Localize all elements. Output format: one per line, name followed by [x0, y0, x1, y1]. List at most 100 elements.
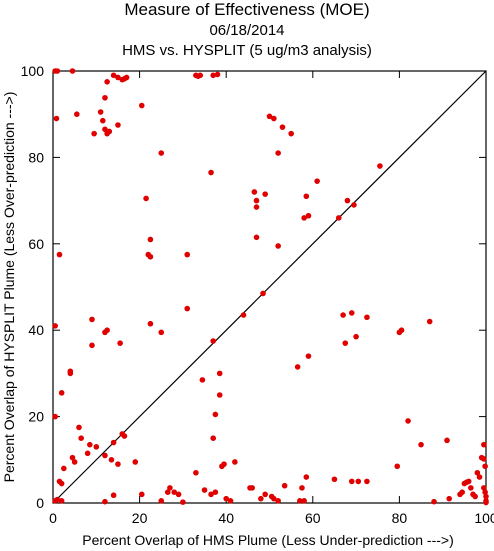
data-point	[54, 68, 61, 74]
data-point	[208, 169, 214, 176]
data-point	[138, 491, 145, 498]
data-point	[74, 111, 80, 117]
data-point	[97, 109, 104, 115]
data-point	[102, 498, 108, 505]
x-tick-label: 100	[474, 510, 494, 526]
data-point	[301, 498, 307, 504]
data-point	[275, 150, 281, 156]
data-point	[67, 370, 74, 377]
data-point	[405, 418, 411, 424]
data-point	[253, 197, 260, 204]
data-point	[210, 72, 217, 79]
data-point	[58, 390, 65, 396]
tick-labels: 0 20 40 60 80 100 0 20 40 60 80 100	[21, 63, 494, 526]
data-point	[426, 318, 433, 325]
data-point	[444, 437, 450, 444]
y-tick-label: 40	[28, 322, 44, 338]
data-point	[52, 323, 58, 329]
y-axis-label: Percent Overlap of HYSPLIT Plume (Less O…	[1, 92, 17, 483]
data-point	[104, 79, 110, 85]
data-point	[158, 329, 165, 336]
data-point	[56, 251, 63, 258]
data-point	[364, 478, 370, 485]
data-point	[193, 469, 199, 476]
data-point	[468, 485, 474, 491]
data-point	[351, 202, 357, 208]
chart-title: Measure of Effectiveness (MOE)	[124, 0, 370, 19]
data-point	[240, 312, 247, 318]
data-point	[208, 491, 214, 498]
data-point	[61, 465, 67, 472]
data-point	[52, 413, 58, 420]
data-point	[184, 305, 191, 312]
data-point	[364, 314, 370, 321]
data-point	[271, 495, 277, 502]
data-point	[481, 485, 487, 491]
data-point	[115, 74, 121, 81]
data-point	[476, 474, 483, 480]
data-point	[482, 463, 488, 470]
y-tick-label: 60	[28, 236, 44, 252]
data-point	[212, 489, 219, 496]
data-point	[314, 178, 320, 184]
data-point	[481, 441, 487, 448]
data-point	[275, 498, 281, 504]
data-point	[102, 94, 108, 101]
data-point	[69, 68, 76, 74]
data-point	[102, 126, 108, 133]
data-point	[212, 411, 219, 418]
data-point	[210, 338, 217, 344]
x-tick-label: 0	[49, 510, 57, 526]
data-point	[303, 193, 310, 200]
diagonal-line	[52, 70, 487, 504]
data-point	[69, 454, 76, 461]
data-point	[227, 498, 234, 504]
data-point	[216, 392, 223, 398]
data-point	[266, 113, 273, 120]
data-point	[398, 327, 405, 334]
data-point	[253, 204, 260, 210]
chart-date: 06/18/2014	[209, 22, 285, 39]
data-point	[301, 215, 307, 221]
data-point	[353, 333, 359, 340]
data-point	[340, 312, 346, 318]
data-point	[147, 253, 154, 260]
data-point	[158, 498, 165, 504]
data-point	[262, 191, 268, 197]
data-point	[260, 290, 266, 297]
data-point	[175, 491, 182, 498]
data-point	[249, 485, 255, 491]
data-point	[197, 72, 204, 79]
data-point	[121, 433, 128, 439]
data-point	[294, 364, 301, 370]
data-point	[58, 498, 65, 504]
data-point	[482, 489, 488, 496]
data-point	[108, 457, 115, 463]
data-point	[53, 115, 60, 122]
x-tick-label: 40	[218, 510, 234, 526]
data-point	[344, 197, 351, 204]
data-point	[110, 72, 117, 79]
data-point	[110, 492, 117, 499]
data-point	[104, 327, 110, 334]
x-tick-label: 20	[132, 510, 148, 526]
data-point	[481, 456, 487, 462]
data-point	[167, 485, 173, 491]
data-point	[472, 493, 478, 500]
data-point	[99, 117, 106, 124]
data-point	[110, 439, 117, 446]
data-point	[171, 489, 178, 496]
y-tick-label: 80	[28, 149, 44, 165]
data-points	[52, 68, 489, 506]
data-point	[76, 424, 82, 431]
data-point	[348, 310, 355, 316]
x-tick-label: 80	[392, 510, 408, 526]
data-point	[84, 450, 91, 457]
data-point	[143, 195, 149, 202]
data-point	[102, 452, 108, 459]
data-point	[348, 478, 355, 485]
data-point	[89, 316, 95, 323]
data-point	[446, 495, 452, 502]
data-point	[106, 128, 113, 135]
data-point	[279, 124, 286, 130]
